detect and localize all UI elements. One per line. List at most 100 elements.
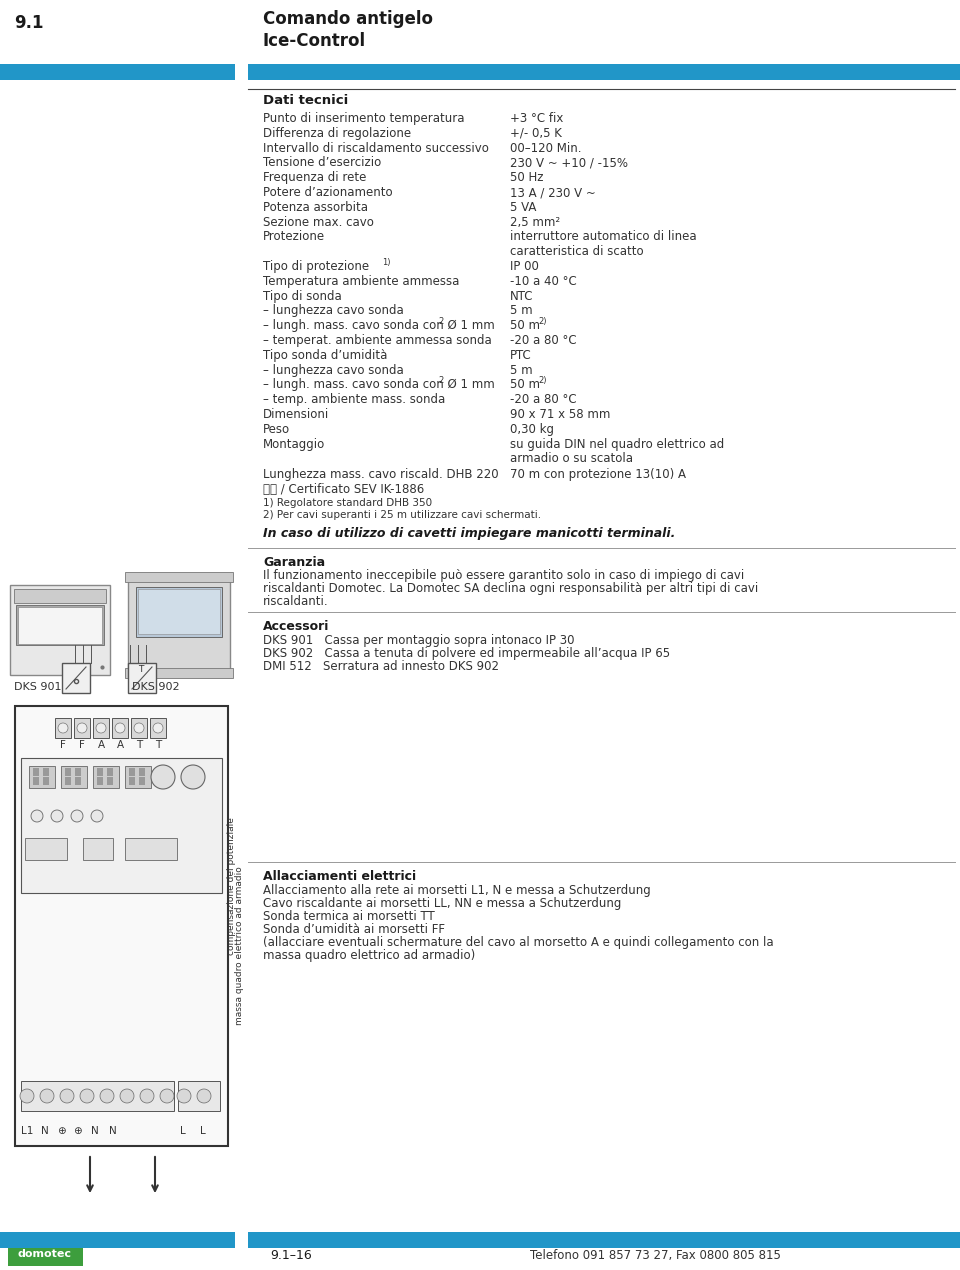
Text: 2: 2: [438, 376, 444, 385]
Text: Potere d’azionamento: Potere d’azionamento: [263, 185, 393, 199]
Bar: [129, 777, 135, 785]
Bar: [107, 768, 113, 776]
Bar: [131, 718, 147, 738]
Bar: [107, 777, 113, 785]
Text: Ice-Control: Ice-Control: [263, 32, 366, 50]
Text: -20 a 80 °C: -20 a 80 °C: [510, 394, 577, 406]
Bar: [29, 766, 55, 787]
Text: L1: L1: [21, 1126, 34, 1135]
Bar: [129, 768, 135, 776]
Bar: [14, 589, 106, 602]
Text: A: A: [117, 740, 124, 751]
Bar: [112, 718, 128, 738]
Circle shape: [91, 810, 103, 822]
Circle shape: [115, 723, 125, 733]
Text: 9.1: 9.1: [14, 14, 43, 32]
Text: F: F: [60, 740, 66, 751]
Circle shape: [96, 723, 106, 733]
Text: IP 00: IP 00: [510, 260, 539, 273]
Text: – lunghezza cavo sonda: – lunghezza cavo sonda: [263, 363, 404, 377]
Bar: [65, 768, 71, 776]
Bar: [248, 1232, 960, 1248]
Text: 230 V ~ +10 / -15%: 230 V ~ +10 / -15%: [510, 156, 628, 169]
Text: 0,30 kg: 0,30 kg: [510, 423, 554, 436]
Text: 5 VA: 5 VA: [510, 201, 537, 213]
Text: Sezione max. cavo: Sezione max. cavo: [263, 216, 373, 229]
Text: 00–120 Min.: 00–120 Min.: [510, 141, 582, 155]
Text: Telefono 091 857 73 27, Fax 0800 805 815: Telefono 091 857 73 27, Fax 0800 805 815: [530, 1248, 780, 1262]
Circle shape: [71, 810, 83, 822]
Text: armadio o su scatola: armadio o su scatola: [510, 452, 633, 465]
Circle shape: [20, 1088, 34, 1104]
Text: 90 x 71 x 58 mm: 90 x 71 x 58 mm: [510, 408, 611, 420]
Text: F: F: [79, 740, 84, 751]
Text: 50 m: 50 m: [510, 378, 540, 391]
Circle shape: [197, 1088, 211, 1104]
Bar: [8, 1248, 83, 1266]
Text: NTC: NTC: [510, 290, 534, 302]
Text: Sonda termica ai morsetti TT: Sonda termica ai morsetti TT: [263, 911, 435, 923]
Text: – temp. ambiente mass. sonda: – temp. ambiente mass. sonda: [263, 394, 445, 406]
Text: massa quadro elettrico ad armadio): massa quadro elettrico ad armadio): [263, 949, 475, 961]
Bar: [33, 777, 39, 785]
Bar: [248, 64, 960, 80]
Text: T: T: [138, 665, 143, 674]
Circle shape: [140, 1088, 154, 1104]
Text: DKS 902   Cassa a tenuta di polvere ed impermeabile all’acqua IP 65: DKS 902 Cassa a tenuta di polvere ed imp…: [263, 646, 670, 660]
Text: DMI 512   Serratura ad innesto DKS 902: DMI 512 Serratura ad innesto DKS 902: [263, 660, 499, 673]
Text: massa quadro elettrico ad armadio: massa quadro elettrico ad armadio: [235, 866, 245, 1025]
Text: Accessori: Accessori: [263, 620, 329, 632]
Text: Tipo di sonda: Tipo di sonda: [263, 290, 342, 302]
Text: L: L: [200, 1126, 205, 1135]
Text: -10 a 40 °C: -10 a 40 °C: [510, 274, 577, 288]
Text: +/- 0,5 K: +/- 0,5 K: [510, 127, 562, 140]
Bar: [139, 768, 145, 776]
Text: N: N: [91, 1126, 99, 1135]
Text: In caso di utilizzo di cavetti impiegare manicotti terminali.: In caso di utilizzo di cavetti impiegare…: [263, 527, 676, 540]
Text: 2: 2: [438, 318, 444, 326]
Text: Cavo riscaldante ai morsetti LL, NN e messa a Schutzerdung: Cavo riscaldante ai morsetti LL, NN e me…: [263, 897, 621, 911]
Circle shape: [151, 765, 175, 789]
Bar: [43, 768, 49, 776]
Bar: [150, 718, 166, 738]
Text: 13 A / 230 V ~: 13 A / 230 V ~: [510, 185, 596, 199]
Text: Lunghezza mass. cavo riscald. DHB 220: Lunghezza mass. cavo riscald. DHB 220: [263, 469, 498, 481]
Circle shape: [177, 1088, 191, 1104]
Bar: [125, 668, 233, 678]
Circle shape: [100, 1088, 114, 1104]
Bar: [128, 663, 156, 693]
Text: interruttore automatico di linea: interruttore automatico di linea: [510, 230, 697, 244]
Bar: [93, 718, 109, 738]
Text: 1) Regolatore standard DHB 350: 1) Regolatore standard DHB 350: [263, 498, 432, 508]
Bar: [125, 838, 177, 860]
Text: Il funzionamento ineccepibile può essere garantito solo in caso di impiego di ca: Il funzionamento ineccepibile può essere…: [263, 569, 744, 582]
Bar: [18, 607, 102, 644]
Text: domotec: domotec: [18, 1248, 72, 1259]
Bar: [125, 572, 233, 582]
Text: ⊕: ⊕: [73, 1126, 82, 1135]
Bar: [15, 706, 228, 1146]
Bar: [75, 768, 81, 776]
Text: 9.1–16: 9.1–16: [270, 1248, 312, 1262]
Text: riscaldanti Domotec. La Domotec SA declina ogni responsabilità per altri tipi di: riscaldanti Domotec. La Domotec SA decli…: [263, 582, 758, 594]
Text: DKS 902: DKS 902: [132, 682, 180, 692]
Text: 5 m: 5 m: [510, 363, 533, 377]
Text: N: N: [109, 1126, 117, 1135]
Text: T: T: [136, 740, 142, 751]
Text: Allacciamento alla rete ai morsetti L1, N e messa a Schutzerdung: Allacciamento alla rete ai morsetti L1, …: [263, 884, 651, 897]
Circle shape: [160, 1088, 174, 1104]
Text: – lungh. mass. cavo sonda con Ø 1 mm: – lungh. mass. cavo sonda con Ø 1 mm: [263, 319, 494, 333]
Bar: [139, 777, 145, 785]
Text: Tensione d’esercizio: Tensione d’esercizio: [263, 156, 381, 169]
Bar: [75, 777, 81, 785]
Text: DKS 901: DKS 901: [14, 682, 61, 692]
Text: su guida DIN nel quadro elettrico ad: su guida DIN nel quadro elettrico ad: [510, 438, 724, 451]
Bar: [138, 589, 220, 634]
Text: Garanzia: Garanzia: [263, 556, 325, 569]
Text: 1): 1): [382, 258, 391, 267]
Text: -20 a 80 °C: -20 a 80 °C: [510, 334, 577, 347]
Text: N: N: [41, 1126, 49, 1135]
Bar: [0, 64, 235, 80]
Text: – lunghezza cavo sonda: – lunghezza cavo sonda: [263, 305, 404, 318]
Bar: [93, 766, 119, 787]
